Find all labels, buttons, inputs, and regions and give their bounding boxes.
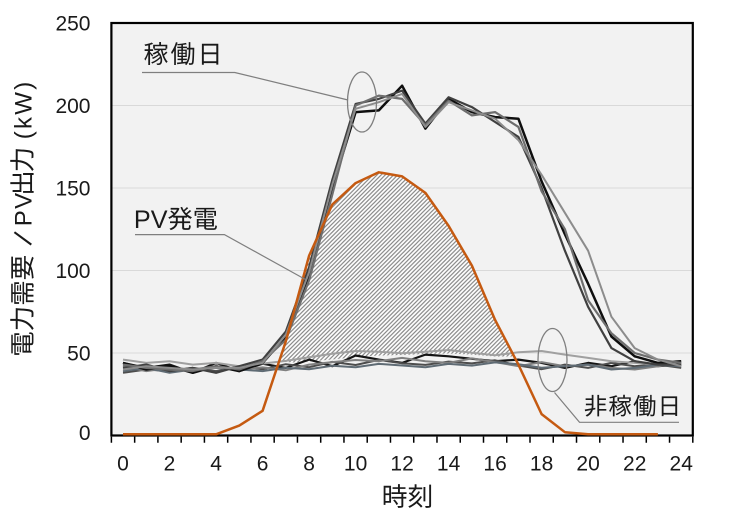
svg-text:6: 6 (257, 452, 269, 475)
svg-text:50: 50 (67, 342, 90, 365)
svg-text:24: 24 (670, 452, 694, 475)
svg-text:250: 250 (55, 12, 90, 35)
svg-text:10: 10 (344, 452, 367, 475)
svg-text:4: 4 (210, 452, 222, 475)
svg-text:16: 16 (483, 452, 506, 475)
svg-text:0: 0 (117, 452, 129, 475)
svg-text:100: 100 (55, 260, 90, 283)
svg-text:PV: PV (134, 206, 168, 234)
svg-text:12: 12 (390, 452, 413, 475)
svg-text:2: 2 (164, 452, 176, 475)
svg-text:0: 0 (79, 422, 91, 445)
svg-text:150: 150 (55, 177, 90, 200)
svg-text:20: 20 (576, 452, 599, 475)
svg-text:200: 200 (55, 95, 90, 118)
svg-text:8: 8 (303, 452, 315, 475)
svg-text:18: 18 (530, 452, 553, 475)
svg-text:14: 14 (437, 452, 461, 475)
svg-text:PV: PV (11, 193, 38, 227)
svg-text:22: 22 (623, 452, 646, 475)
